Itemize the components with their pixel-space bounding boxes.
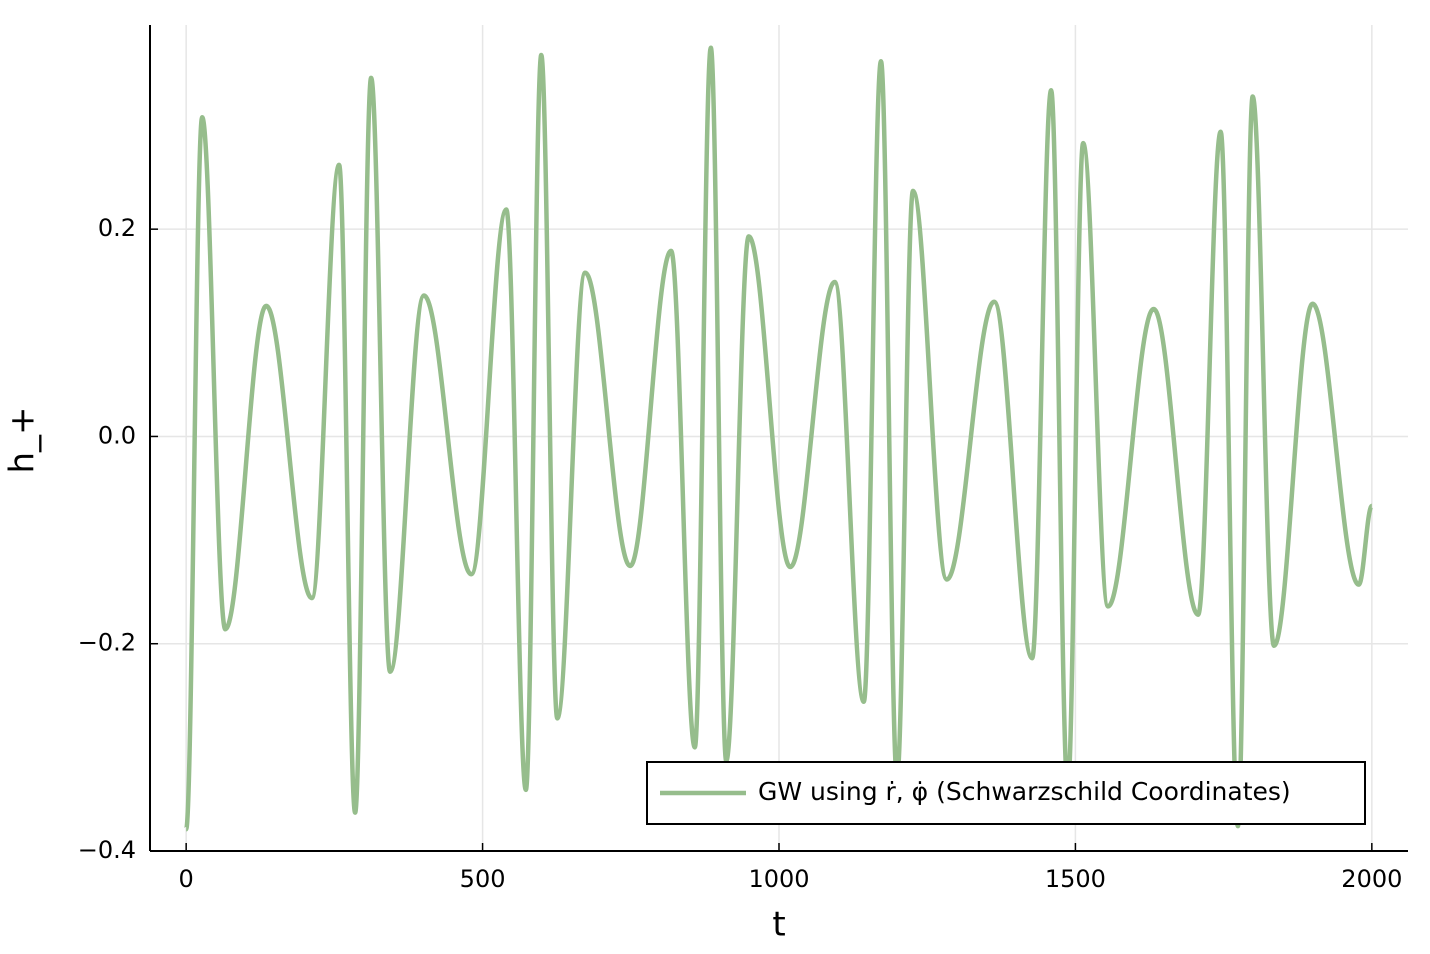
legend: GW using ṙ, φ̇ (Schwarzschild Coordinate… bbox=[646, 761, 1366, 825]
x-tick-label: 500 bbox=[460, 865, 506, 893]
y-tick-label: 0.2 bbox=[98, 214, 136, 242]
x-axis-label: t bbox=[772, 905, 785, 945]
x-tick-label: 1500 bbox=[1045, 865, 1106, 893]
y-tick-label: 0.0 bbox=[98, 421, 136, 449]
line-series bbox=[183, 45, 1375, 832]
x-tick-label: 1000 bbox=[748, 865, 809, 893]
x-tick-label: 0 bbox=[179, 865, 194, 893]
legend-box bbox=[646, 761, 1366, 825]
legend-label: GW using ṙ, φ̇ (Schwarzschild Coordinate… bbox=[758, 777, 1291, 806]
y-tick-label: −0.4 bbox=[78, 836, 136, 864]
y-tick-label: −0.2 bbox=[78, 629, 136, 657]
x-tick-label: 2000 bbox=[1341, 865, 1402, 893]
y-axis-label: h_+ bbox=[3, 406, 43, 473]
